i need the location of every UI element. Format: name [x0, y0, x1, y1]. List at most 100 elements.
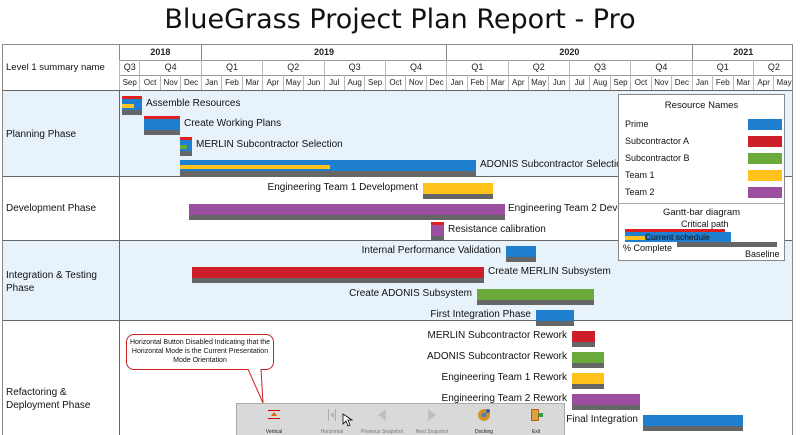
baseline-bar: [572, 363, 604, 368]
month-label: Sep: [364, 75, 384, 90]
baseline-bar: [572, 342, 595, 347]
next-snapshot-button[interactable]: Next Snapshot: [407, 404, 457, 435]
month-label: Sep: [119, 75, 139, 90]
month-label: Aug: [343, 75, 364, 90]
task-label: Engineering Team 1 Rework: [441, 372, 567, 383]
month-label: Nov: [650, 75, 671, 90]
legend-name: Team 2: [625, 187, 655, 197]
month-label: Sep: [609, 75, 630, 90]
task-bar: [572, 394, 640, 405]
critical-path-label: Critical path: [681, 219, 729, 229]
task-bar: [189, 204, 505, 215]
month-label: May: [282, 75, 303, 90]
month-label: May: [773, 75, 792, 90]
legend-swatch: [748, 119, 782, 130]
month-label: Oct: [630, 75, 650, 90]
baseline-bar: [180, 171, 476, 176]
legend-name: Prime: [625, 119, 649, 129]
gantt-legend-title: Gantt-bar diagram: [662, 207, 741, 218]
vertical-icon: [268, 410, 280, 419]
task-bar: [423, 183, 493, 194]
month-label: Apr: [507, 75, 528, 90]
legend-name: Subcontractor B: [625, 153, 690, 163]
exit-label: Exit: [531, 429, 541, 435]
baseline-bar: [431, 236, 444, 241]
task-bar: [643, 415, 743, 426]
legend-swatch: [748, 153, 782, 164]
baseline-bar: [180, 151, 192, 156]
baseline-bar: [189, 215, 505, 220]
exit-button[interactable]: Exit: [511, 404, 561, 435]
month-label: Jan: [200, 75, 221, 90]
phase-label: Planning Phase: [6, 129, 77, 140]
next-snapshot-label: Next Snapshot: [415, 429, 449, 435]
month-label: Aug: [589, 75, 609, 90]
month-label: Jun: [303, 75, 323, 90]
callout-note: Horizontal Button Disabled Indicating th…: [126, 334, 274, 370]
horizontal-icon: [328, 409, 336, 421]
quarter-label: Q1: [200, 60, 262, 75]
month-label: Jul: [323, 75, 344, 90]
quarter-label: Q4: [139, 60, 200, 75]
year-label: 2021: [691, 45, 792, 60]
task-label: MERLIN Subcontractor Rework: [427, 330, 568, 341]
task-label: Create Working Plans: [184, 118, 282, 129]
progress-bar: [122, 104, 134, 108]
horizontal-button[interactable]: Horizontal: [307, 404, 357, 435]
task-label: Assemble Resources: [146, 98, 241, 109]
month-label: Jan: [691, 75, 712, 90]
month-label: Dec: [425, 75, 446, 90]
gantt-chart: Level 1 summary name 2018 2019 2020 2021 Q3…: [2, 44, 793, 435]
current-schedule-label: Current schedule: [645, 232, 710, 242]
month-label: Feb: [712, 75, 732, 90]
docking-button[interactable]: Docking: [459, 404, 509, 435]
task-label: Create ADONIS Subsystem: [349, 288, 472, 299]
report-title: BlueGrass Project Plan Report - Pro: [164, 4, 636, 35]
legend-swatch: [748, 170, 782, 181]
quarter-label: Q2: [752, 60, 792, 75]
month-label: Jan: [446, 75, 466, 90]
month-label: Apr: [752, 75, 773, 90]
task-label: Create MERLIN Subsystem: [488, 266, 611, 277]
month-label: Dec: [671, 75, 691, 90]
progress-bar: [180, 145, 188, 149]
baseline-bar: [572, 384, 604, 389]
previous-snapshot-button[interactable]: Previous Snapshot: [357, 404, 407, 435]
baseline-bar: [144, 130, 180, 135]
critical-path-bar: [180, 137, 192, 140]
horizontal-label: Horizontal: [320, 429, 344, 435]
baseline-bar: [477, 300, 594, 305]
task-label: Engineering Team 2 Rework: [441, 393, 567, 404]
task-label: Engineering Team 2 Development: [508, 203, 659, 214]
phase-label: Integration & Testing Phase: [6, 270, 97, 294]
quarter-label: Q4: [630, 60, 691, 75]
month-label: Mar: [487, 75, 507, 90]
baseline-bar: [572, 405, 640, 410]
previous-snapshot-label: Previous Snapshot: [361, 429, 403, 435]
task-bar: [144, 119, 180, 130]
gear-icon: [478, 409, 490, 421]
critical-path-bar: [144, 116, 180, 119]
month-label: Feb: [221, 75, 241, 90]
month-label: Dec: [180, 75, 200, 90]
legend-swatch: [748, 136, 782, 147]
quarter-label: Q2: [262, 60, 323, 75]
task-bar: [572, 352, 604, 363]
exit-icon: [531, 409, 543, 421]
task-bar: [431, 225, 444, 236]
level-label: Level 1 summary name: [6, 62, 105, 73]
month-label: Mar: [732, 75, 753, 90]
critical-path-bar: [431, 222, 444, 225]
baseline-sample: [677, 242, 777, 247]
month-label: Jul: [568, 75, 589, 90]
month-label: Nov: [159, 75, 180, 90]
month-label: Oct: [139, 75, 159, 90]
quarter-label: Q4: [384, 60, 446, 75]
quarter-label: Q3: [119, 60, 139, 75]
vertical-button[interactable]: Vertical: [249, 404, 299, 435]
docking-label: Docking: [474, 429, 494, 435]
baseline-bar: [536, 321, 574, 326]
task-label: First Integration Phase: [430, 309, 531, 320]
task-label: Internal Performance Validation: [361, 245, 501, 256]
mouse-cursor-icon: [342, 413, 354, 427]
